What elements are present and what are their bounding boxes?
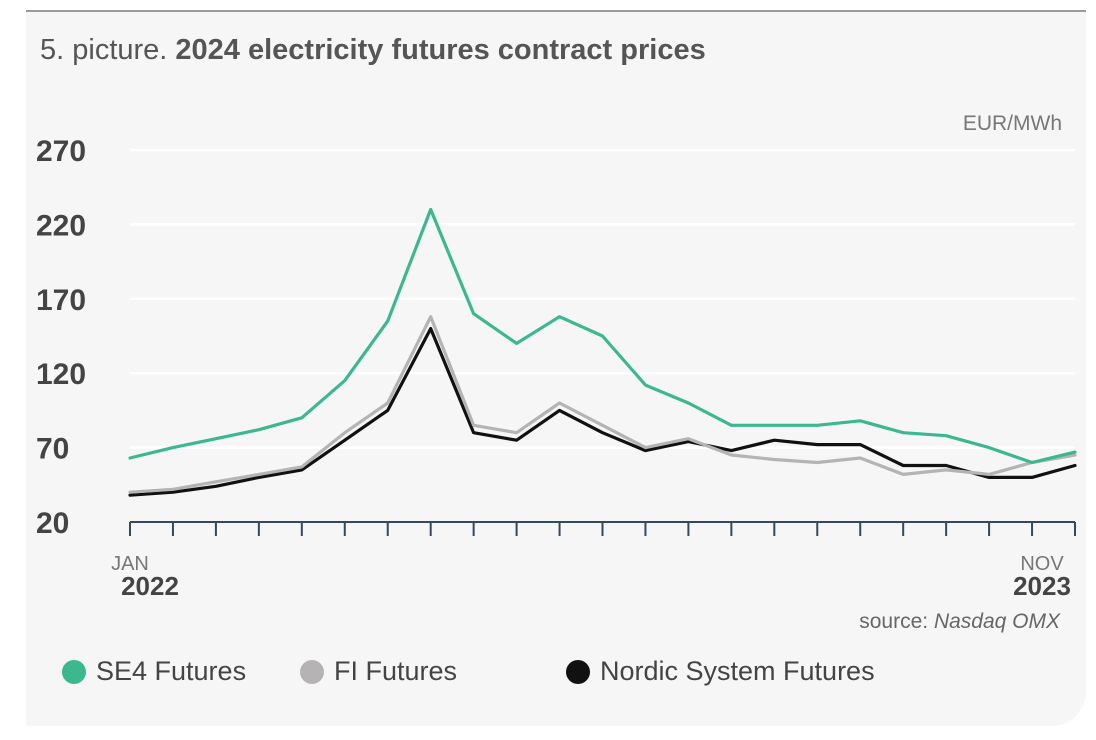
series-line-se4 — [128, 207, 1077, 465]
y-tick-label: 70 — [36, 433, 69, 466]
unit-label: EUR/MWh — [962, 112, 1062, 135]
y-tick-label: 220 — [36, 209, 86, 242]
x-tick-label-end-year: 2023 — [1013, 571, 1071, 601]
chart-card — [26, 10, 1086, 726]
title-main: 2024 electricity futures contract prices — [175, 34, 706, 66]
y-tick-label: 120 — [36, 358, 86, 391]
source-note: source: Nasdaq OMX — [859, 610, 1060, 634]
source-name: Nasdaq OMX — [933, 610, 1060, 633]
legend-swatch-fi — [300, 659, 324, 684]
legend-item-se4: SE4 Futures — [62, 656, 246, 687]
chart-title: 5. picture. 2024 electricity futures con… — [40, 34, 706, 67]
y-tick-label: 270 — [36, 135, 86, 168]
x-tick-label-start-month: JAN — [111, 553, 149, 575]
legend-item-nordic: Nordic System Futures — [566, 656, 875, 687]
source-prefix: source: — [859, 610, 929, 633]
title-prefix: 5. picture. — [40, 34, 168, 66]
x-tick-label-end-month: NOV — [1020, 553, 1064, 575]
series-line-nordic — [128, 327, 1077, 497]
legend-item-fi: FI Futures — [300, 656, 457, 687]
y-tick-label: 20 — [36, 507, 69, 540]
legend-swatch-se4 — [62, 659, 86, 684]
series-line-fi — [128, 315, 1077, 494]
x-tick-label-start-year: 2022 — [121, 571, 179, 601]
legend-label-se4: SE4 Futures — [96, 656, 247, 686]
legend-label-fi: FI Futures — [334, 656, 458, 686]
legend-label-nordic: Nordic System Futures — [600, 656, 875, 686]
legend-swatch-nordic — [566, 659, 590, 684]
y-tick-label: 170 — [36, 284, 86, 317]
